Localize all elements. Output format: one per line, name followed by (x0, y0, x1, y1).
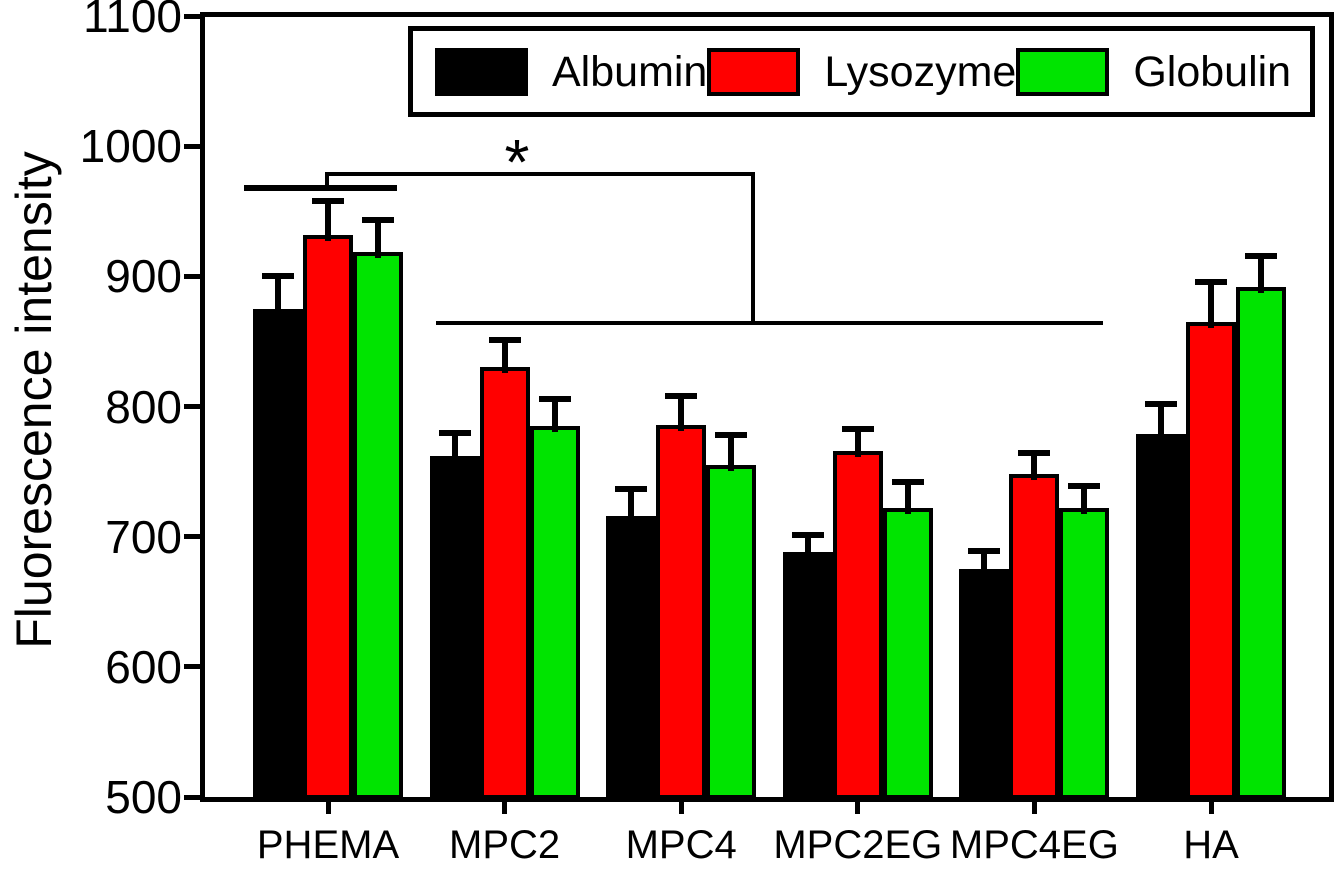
bar-mpc2-albumin (429, 455, 480, 799)
legend-item-lysozyme: Lysozyme (707, 47, 1017, 96)
error-bar-stem-phema-albumin (275, 276, 281, 315)
y-tick-mark-900 (184, 273, 201, 279)
x-tick-mark-mpc4 (678, 800, 684, 814)
error-bar-stem-mpc4-globulin (728, 435, 735, 472)
bar-phema-globulin (353, 251, 403, 799)
x-tick-mark-mpc4eg (1031, 800, 1037, 814)
error-bar-cap-mpc2-globulin (538, 395, 571, 402)
error-bar-stem-ha-globulin (1258, 255, 1264, 293)
bar-phema-lysozyme (303, 234, 353, 799)
y-tick-mark-800 (184, 404, 201, 409)
error-bar-cap-mpc4eg-globulin (1068, 482, 1101, 489)
x-tick-label-phema: PHEMA (256, 823, 400, 867)
bar-mpc4-albumin (606, 515, 657, 799)
y-tick-mark-700 (184, 534, 201, 540)
error-bar-cap-mpc4-lysozyme (665, 393, 698, 400)
legend-swatch-lysozyme (707, 47, 801, 96)
bar-ha-globulin (1236, 286, 1286, 799)
y-tick-label-700: 700 (105, 510, 182, 563)
y-tick-label-900: 900 (105, 250, 182, 303)
legend-item-albumin: Albumin (435, 47, 708, 96)
bar-mpc2-lysozyme (479, 367, 530, 799)
error-bar-stem-mpc2eg-albumin (804, 535, 811, 559)
sig-bracket-vertical-left (325, 173, 329, 191)
error-bar-cap-mpc2-albumin (438, 429, 471, 436)
error-bar-cap-phema-albumin (262, 273, 294, 280)
legend-swatch-globulin (1016, 47, 1110, 96)
error-bar-stem-mpc4eg-albumin (981, 550, 988, 576)
x-tick-label-ha: HA (1183, 823, 1239, 867)
sig-overline-phema (244, 184, 397, 191)
x-tick-mark-ha (1208, 800, 1214, 814)
error-bar-stem-mpc2-lysozyme (501, 340, 508, 374)
error-bar-stem-ha-albumin (1158, 403, 1164, 440)
y-tick-label-800: 800 (105, 380, 182, 433)
error-bar-stem-mpc2eg-globulin (904, 481, 911, 515)
error-bar-stem-phema-lysozyme (325, 200, 331, 241)
x-tick-label-mpc2: MPC2 (449, 823, 561, 867)
bar-mpc4-lysozyme (656, 424, 707, 799)
error-bar-cap-mpc2eg-globulin (891, 478, 924, 485)
error-bar-stem-mpc4eg-lysozyme (1031, 453, 1038, 481)
error-bar-stem-mpc4eg-globulin (1081, 485, 1088, 515)
legend-swatch-albumin (435, 47, 528, 96)
error-bar-stem-mpc4-albumin (628, 488, 635, 522)
sig-bracket-vertical-right (751, 173, 756, 326)
error-bar-cap-ha-lysozyme (1195, 278, 1227, 285)
bar-ha-lysozyme (1186, 321, 1236, 799)
legend-box: Albumin Lysozyme Globulin (408, 26, 1315, 117)
significance-asterisk: * (504, 126, 530, 198)
bar-mpc2eg-lysozyme (832, 450, 883, 799)
plot-frame (200, 12, 1334, 802)
y-tick-mark-500 (184, 794, 201, 800)
x-tick-mark-mpc2 (502, 800, 508, 814)
error-bar-cap-mpc2eg-lysozyme (841, 425, 874, 432)
error-bar-cap-mpc4-albumin (615, 485, 648, 492)
error-bar-cap-mpc4eg-albumin (968, 547, 1001, 554)
y-tick-mark-1100 (184, 13, 201, 19)
bar-mpc2eg-albumin (782, 552, 833, 799)
error-bar-cap-mpc2eg-albumin (791, 532, 824, 539)
bar-mpc4eg-albumin (959, 569, 1010, 799)
bar-mpc2eg-globulin (882, 508, 933, 799)
error-bar-stem-mpc2-albumin (451, 432, 458, 462)
y-tick-label-500: 500 (105, 771, 182, 823)
error-bar-cap-mpc4-globulin (715, 432, 748, 439)
legend-label-globulin: Globulin (1133, 47, 1292, 96)
legend-label-albumin: Albumin (552, 47, 708, 96)
error-bar-stem-ha-lysozyme (1208, 281, 1214, 328)
legend-label-lysozyme: Lysozyme (824, 47, 1017, 96)
bar-mpc2-globulin (529, 426, 580, 799)
bar-mpc4eg-globulin (1059, 508, 1110, 799)
error-bar-stem-mpc2-globulin (551, 398, 558, 433)
bar-mpc4eg-lysozyme (1009, 474, 1060, 799)
error-bar-stem-mpc2eg-lysozyme (854, 428, 861, 457)
y-tick-label-1000: 1000 (79, 120, 182, 173)
error-bar-cap-phema-lysozyme (312, 197, 344, 204)
x-tick-label-mpc4: MPC4 (625, 823, 737, 867)
error-bar-cap-mpc4eg-lysozyme (1018, 450, 1051, 457)
x-tick-label-mpc2eg: MPC2EG (773, 823, 943, 867)
sig-range-line (435, 321, 1104, 326)
legend-item-globulin: Globulin (1016, 47, 1292, 96)
bar-ha-albumin (1136, 433, 1186, 799)
error-bar-stem-mpc4-lysozyme (678, 396, 685, 431)
x-tick-mark-mpc2eg (855, 800, 861, 814)
x-tick-mark-phema (325, 800, 331, 814)
bar-mpc4-globulin (706, 465, 757, 799)
error-bar-cap-phema-globulin (362, 217, 394, 224)
error-bar-stem-phema-globulin (375, 220, 381, 258)
bar-phema-albumin (253, 308, 303, 799)
error-bar-cap-mpc2-lysozyme (488, 337, 521, 344)
y-tick-mark-1000 (184, 143, 201, 149)
sig-bracket-horizontal (325, 171, 756, 176)
error-bar-cap-ha-globulin (1245, 252, 1277, 259)
y-tick-mark-600 (184, 664, 201, 670)
error-bar-cap-ha-albumin (1145, 400, 1177, 407)
y-tick-label-1100: 1100 (83, 0, 182, 42)
x-tick-label-mpc4eg: MPC4EG (949, 823, 1119, 867)
y-tick-label-600: 600 (105, 640, 182, 693)
